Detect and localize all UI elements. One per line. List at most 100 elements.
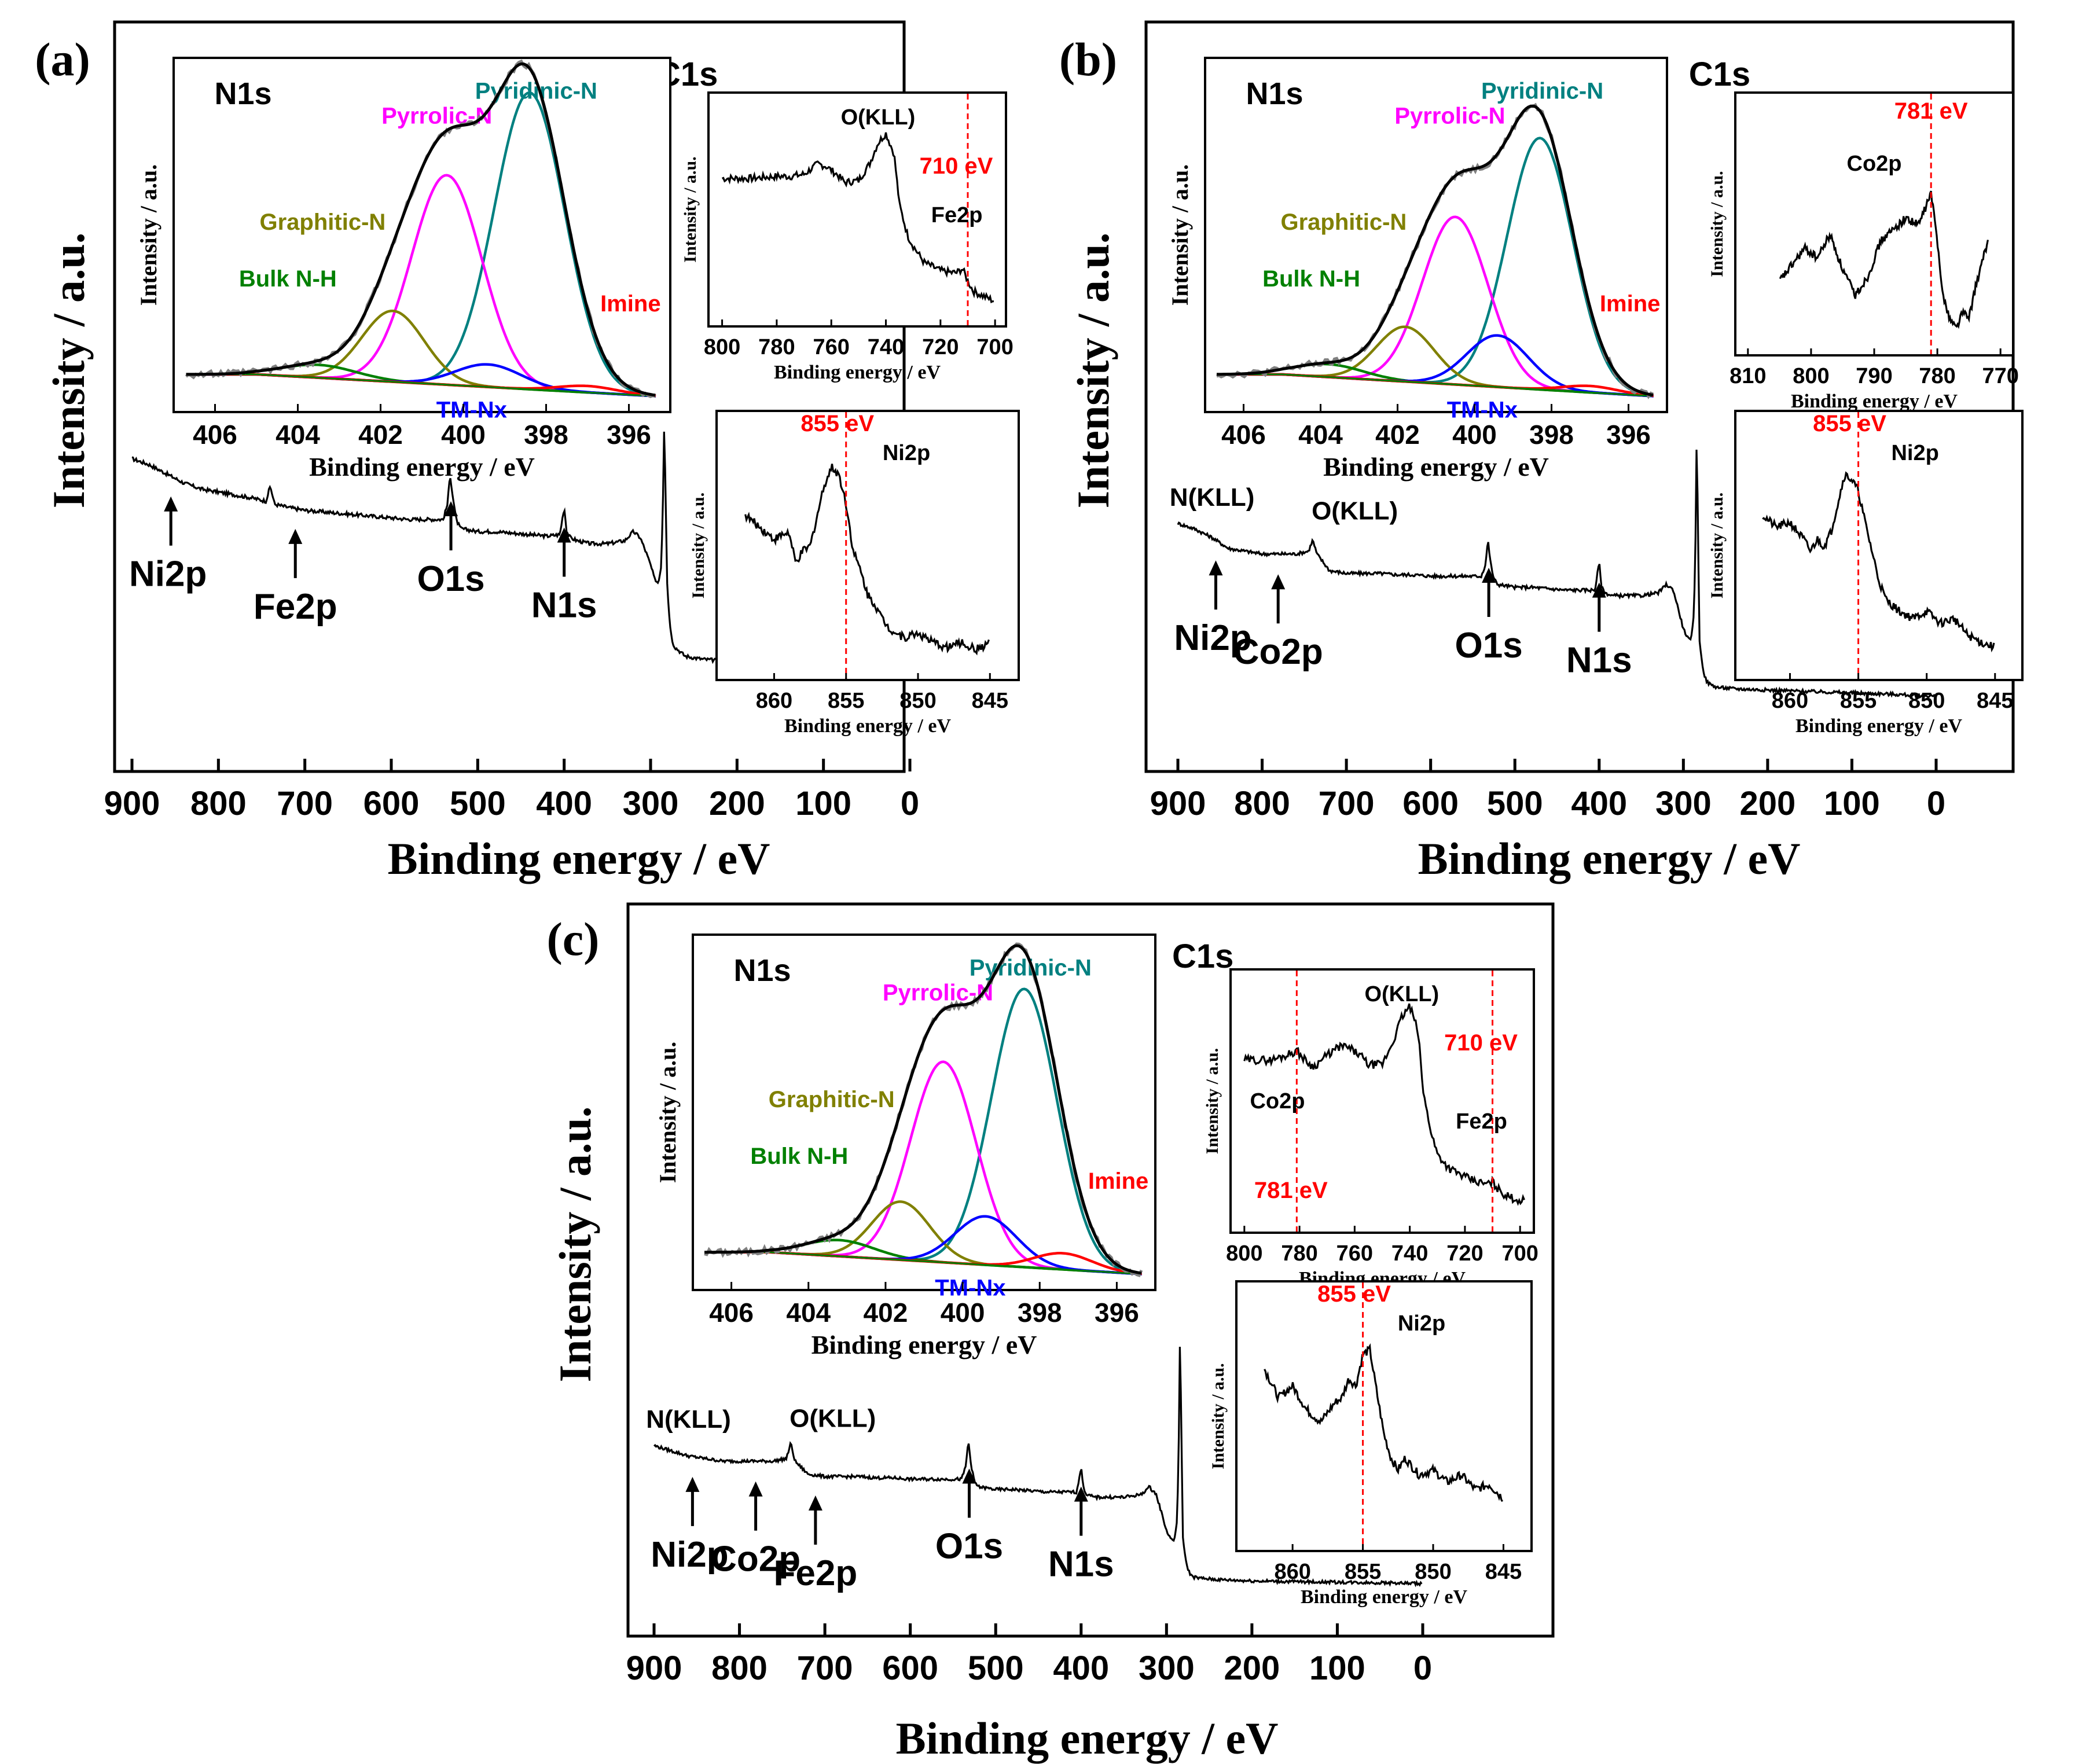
detail-ylabel: Intensity / a.u. [1209, 1363, 1228, 1469]
marker-label: 855 eV [1813, 411, 1886, 436]
detail-inset-1: 781 eV 710 eVO(KLL) Co2p Fe2p 800 780 760 740 72… [1203, 968, 1538, 1289]
arrow-label-n1s: N1s [531, 586, 597, 626]
detail-tick-label: 760 [1336, 1241, 1373, 1266]
detail-tick-label: 790 [1856, 364, 1892, 388]
x-axis-label: Binding energy / eV [388, 833, 770, 884]
peak-label-nkll: N(KLL) [1170, 483, 1255, 512]
n1s-tick-label: 404 [1298, 420, 1343, 450]
detail-tick-label: 700 [976, 335, 1013, 359]
x-tick-label: 600 [1402, 785, 1459, 822]
n1s-label-tmnx: TM-Nx [1447, 397, 1518, 422]
n1s-tick-label: 396 [1095, 1298, 1139, 1328]
detail-xlabel: Binding energy / eV [784, 715, 952, 737]
x-tick-label: 100 [1824, 785, 1880, 822]
detail-tick-label: 700 [1501, 1241, 1538, 1266]
detail-xlabel: Binding energy / eV [774, 362, 941, 383]
arrow-label-co2p: Co2p [1233, 632, 1323, 672]
detail-tick-label: 780 [758, 335, 795, 359]
detail-frame [1235, 1280, 1533, 1552]
arrow-label-fe2p: Fe2p [774, 1553, 858, 1593]
arrow-label-n1s: N1s [1566, 641, 1632, 681]
arrow-label-o1s: O1s [935, 1526, 1003, 1566]
detail-tick-label: 850 [1415, 1560, 1451, 1584]
n1s-tick-label: 398 [524, 420, 568, 450]
marker-label: 781 eV [1894, 98, 1968, 124]
arrow-label-ni2p: Ni2p [1174, 618, 1251, 658]
detail-ylabel: Intensity / a.u. [1708, 171, 1727, 277]
detail-tick-label: 860 [1772, 689, 1808, 713]
arrow-label-o1s: O1s [1455, 626, 1522, 666]
y-axis-label: Intensity / a.u. [550, 1107, 600, 1383]
detail-tick-label: 845 [1485, 1560, 1522, 1584]
n1s-ylabel: Intensity / a.u. [1167, 164, 1193, 306]
detail-inset-1: 710 eVO(KLL) Fe2p 800 780 760 740 720 700 Bindin… [681, 91, 1014, 383]
x-tick-label: 0 [1413, 1649, 1432, 1687]
arrowhead [685, 1476, 700, 1492]
x-tick-label: 800 [711, 1649, 768, 1687]
x-axis-label: Binding energy / eV [896, 1713, 1279, 1763]
detail-ylabel: Intensity / a.u. [1203, 1048, 1222, 1154]
detail-tick-label: 860 [756, 689, 792, 713]
detail-peak-label: Ni2p [883, 441, 930, 465]
arrowhead [444, 501, 458, 516]
peak-label-okll: O(KLL) [1312, 497, 1398, 525]
detail-inset-2: 855 eV Ni2p 860 855 850 845 Binding energy / e… [1209, 1280, 1533, 1608]
x-tick-label: 800 [190, 785, 247, 822]
n1s-tick-label: 396 [1606, 420, 1651, 450]
arrowhead [1209, 560, 1223, 576]
detail-tick-label: 740 [1391, 1241, 1428, 1266]
detail-curve [1264, 1343, 1503, 1502]
x-tick-label: 900 [626, 1649, 682, 1687]
detail-tick-label: 720 [1446, 1241, 1483, 1266]
n1s-label-graphiticn: Graphitic-N [1281, 210, 1407, 235]
x-tick-label: 400 [1053, 1649, 1109, 1687]
detail-frame [1229, 968, 1535, 1234]
n1s-label-imine: Imine [600, 291, 660, 317]
detail-tick-label: 845 [1977, 689, 2013, 713]
detail-inset-2: 855 eV Ni2p 860 855 850 845 Binding energy / e… [689, 410, 1020, 737]
x-tick-label: 200 [1224, 1649, 1280, 1687]
n1s-envelope [1217, 104, 1654, 397]
detail-tick-label: 800 [1226, 1241, 1262, 1266]
arrowhead [808, 1495, 822, 1511]
panel-b: (b) Intensity / a.u. Binding energy / eV 90… [1059, 20, 2024, 884]
detail-tick-label: 860 [1274, 1560, 1310, 1584]
detail-xlabel: Binding energy / eV [1795, 715, 1963, 737]
detail-peak-label: Co2p [1250, 1089, 1305, 1113]
detail-tick-label: 855 [1840, 689, 1877, 713]
arrowhead [962, 1468, 976, 1484]
x-tick-label: 500 [968, 1649, 1024, 1687]
x-tick-label: 200 [1739, 785, 1795, 822]
x-tick-label: 900 [1150, 785, 1206, 822]
detail-curve [721, 132, 994, 304]
detail-tick-label: 810 [1730, 364, 1766, 388]
n1s-label-pyrrolicn: Pyrrolic-N [1394, 103, 1505, 128]
n1s-label-tmnx: TM-Nx [436, 397, 507, 422]
x-tick-label: 0 [901, 785, 919, 822]
n1s-tick-label: 402 [358, 420, 403, 450]
n1s-tick-label: 396 [607, 420, 651, 450]
n1s-envelope [186, 62, 656, 397]
x-tick-label: 800 [1234, 785, 1290, 822]
n1s-tick-label: 400 [441, 420, 486, 450]
n1s-label-pyridinicn: Pyridinic-N [1481, 79, 1603, 104]
arrowhead [1592, 582, 1606, 598]
detail-peak-label: Ni2p [1891, 441, 1938, 465]
n1s-tick-label: 400 [1452, 420, 1497, 450]
n1s-tick-label: 402 [864, 1298, 908, 1328]
x-tick-label: 400 [1571, 785, 1627, 822]
n1s-title: N1s [733, 953, 791, 988]
detail-peak-label: Co2p [1847, 152, 1902, 176]
arrow-label-ni2p: Ni2p [129, 554, 207, 594]
n1s-frame [692, 934, 1156, 1291]
x-tick-label: 700 [797, 1649, 853, 1687]
detail-peak-label: O(KLL) [1364, 982, 1439, 1006]
n1s-title: N1s [1246, 76, 1303, 111]
detail-curve [1243, 1003, 1525, 1206]
n1s-frame [172, 57, 671, 413]
n1s-tick-label: 398 [1018, 1298, 1062, 1328]
x-tick-label: 900 [104, 785, 160, 822]
panel-letter: (b) [1059, 33, 1117, 86]
